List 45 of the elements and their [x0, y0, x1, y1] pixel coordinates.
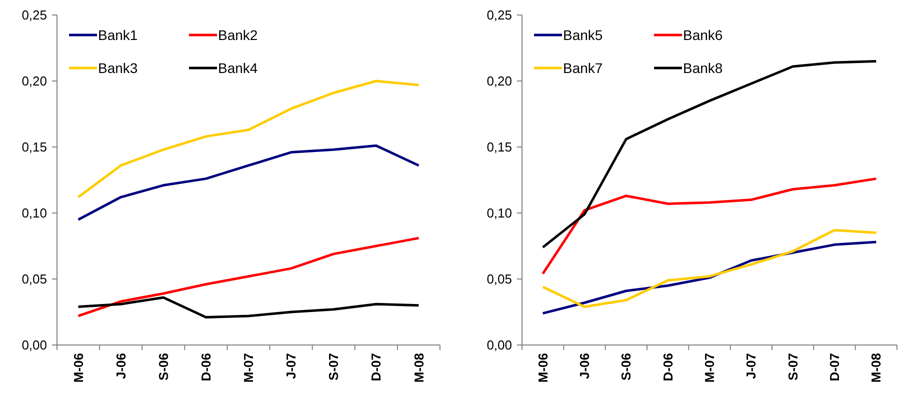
x-tick-label: S-07: [785, 353, 800, 380]
legend-label: Bank5: [563, 26, 603, 43]
legend-label: Bank7: [563, 60, 603, 76]
y-tick-label: 0,25: [486, 8, 512, 23]
y-tick-label: 0,20: [22, 74, 47, 89]
x-tick-label: M-08: [868, 353, 884, 383]
x-tick-label: S-06: [156, 353, 171, 380]
y-tick-label: 0,00: [486, 338, 512, 353]
y-tick-label: 0,15: [22, 140, 47, 155]
legend-label: Bank8: [683, 60, 723, 76]
x-tick-label: M-08: [411, 353, 426, 383]
x-tick-label: J-06: [113, 353, 128, 380]
legend-label: Bank2: [218, 26, 258, 43]
x-tick-label: J-07: [284, 353, 299, 380]
x-tick-label: M-06: [70, 353, 86, 383]
legend-label: Bank6: [683, 26, 723, 43]
y-tick-label: 0,00: [22, 338, 47, 353]
line-series: [77, 80, 420, 198]
line-series: [542, 228, 878, 308]
line-series: [542, 60, 878, 249]
y-tick-label: 0,25: [22, 8, 47, 23]
y-tick-label: 0,10: [22, 206, 47, 221]
x-tick-label: M-07: [702, 353, 718, 383]
x-tick-label: D-06: [198, 353, 214, 382]
line-series: [77, 144, 420, 221]
y-tick-label: 0,10: [486, 206, 512, 221]
x-tick-label: M-06: [535, 353, 550, 383]
x-tick-label: M-07: [241, 353, 256, 383]
y-tick-label: 0,05: [486, 272, 512, 287]
y-tick-label: 0,20: [486, 74, 512, 89]
line-series: [542, 177, 878, 275]
x-tick-label: D-06: [660, 353, 676, 382]
x-tick-label: S-06: [618, 353, 634, 380]
x-tick-label: J-07: [744, 353, 759, 380]
legend-label: Bank1: [98, 26, 138, 43]
x-tick-label: J-06: [577, 353, 592, 380]
y-tick-label: 0,15: [486, 140, 512, 155]
y-tick-label: 0,05: [22, 272, 47, 287]
legend-label: Bank4: [218, 60, 258, 76]
line-series: [77, 236, 420, 318]
x-tick-label: S-07: [326, 353, 342, 380]
x-tick-label: D-07: [368, 353, 384, 382]
legend-label: Bank3: [98, 60, 138, 76]
x-tick-label: D-07: [827, 353, 842, 382]
line-series: [77, 296, 420, 319]
